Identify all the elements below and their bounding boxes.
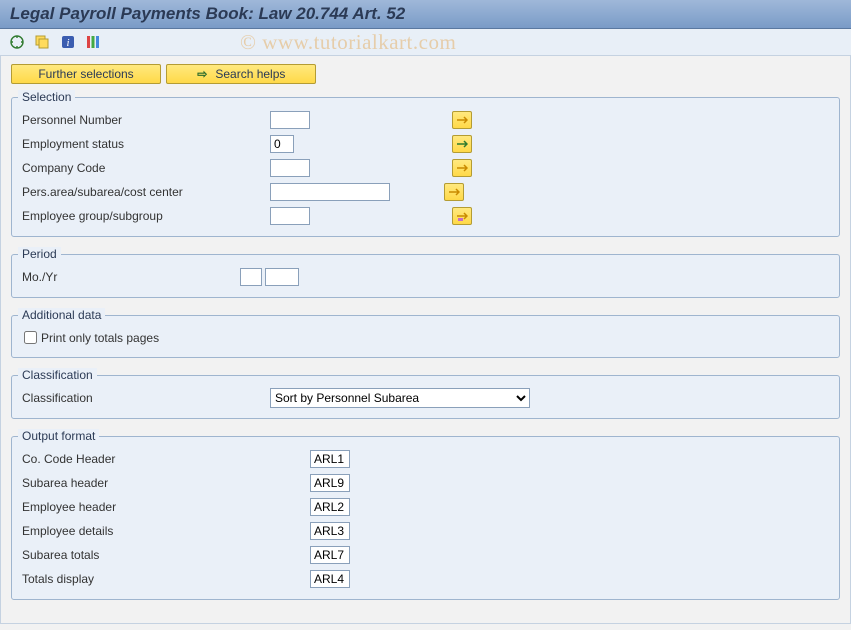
subarea-totals-input[interactable]	[310, 546, 350, 564]
field-label: Employee group/subgroup	[20, 209, 270, 223]
further-selections-button[interactable]: Further selections	[11, 64, 161, 84]
field-row-pers-area: Pers.area/subarea/cost center	[20, 180, 831, 204]
field-row-subarea-totals: Subarea totals	[20, 543, 831, 567]
field-row-moyr: Mo./Yr	[20, 265, 831, 289]
button-row: Further selections ⇨ Search helps	[11, 64, 840, 84]
group-legend: Output format	[18, 429, 99, 443]
content-area: Further selections ⇨ Search helps Select…	[0, 56, 851, 624]
execute-icon[interactable]	[8, 33, 26, 51]
field-row-employee-details: Employee details	[20, 519, 831, 543]
group-legend: Selection	[18, 90, 75, 104]
arrow-right-icon: ⇨	[197, 67, 207, 81]
output-format-group: Output format Co. Code Header Subarea he…	[11, 429, 840, 600]
field-row-employment-status: Employment status	[20, 132, 831, 156]
pers-area-input[interactable]	[270, 183, 390, 201]
field-row-co-code-header: Co. Code Header	[20, 447, 831, 471]
totals-display-input[interactable]	[310, 570, 350, 588]
subarea-header-input[interactable]	[310, 474, 350, 492]
multiple-selection-button[interactable]	[452, 207, 472, 225]
info-icon[interactable]: i	[59, 33, 77, 51]
checkbox-label: Print only totals pages	[41, 331, 159, 345]
variant-icon[interactable]	[33, 33, 51, 51]
year-input[interactable]	[265, 268, 299, 286]
button-label: Search helps	[215, 67, 285, 81]
field-row-company-code: Company Code	[20, 156, 831, 180]
multiple-selection-button[interactable]	[452, 111, 472, 129]
button-label: Further selections	[38, 67, 133, 81]
field-label: Employee header	[20, 500, 310, 514]
svg-text:i: i	[66, 37, 69, 49]
field-label: Classification	[20, 391, 270, 405]
group-legend: Classification	[18, 368, 97, 382]
group-legend: Period	[18, 247, 61, 261]
window-title: Legal Payroll Payments Book: Law 20.744 …	[10, 4, 405, 23]
field-row-totals-display: Totals display	[20, 567, 831, 591]
field-label: Mo./Yr	[20, 270, 240, 284]
employee-details-input[interactable]	[310, 522, 350, 540]
multiple-selection-button[interactable]	[452, 135, 472, 153]
selection-group: Selection Personnel Number Employment st…	[11, 90, 840, 237]
month-input[interactable]	[240, 268, 262, 286]
search-helps-button[interactable]: ⇨ Search helps	[166, 64, 316, 84]
field-label: Subarea totals	[20, 548, 310, 562]
application-toolbar: i	[0, 29, 851, 56]
employee-group-input[interactable]	[270, 207, 310, 225]
co-code-header-input[interactable]	[310, 450, 350, 468]
field-label: Pers.area/subarea/cost center	[20, 185, 270, 199]
classification-group: Classification Classification Sort by Pe…	[11, 368, 840, 419]
additional-data-group: Additional data Print only totals pages	[11, 308, 840, 358]
company-code-input[interactable]	[270, 159, 310, 177]
field-row-employee-header: Employee header	[20, 495, 831, 519]
field-row-employee-group: Employee group/subgroup	[20, 204, 831, 228]
window-title-bar: Legal Payroll Payments Book: Law 20.744 …	[0, 0, 851, 29]
column-config-icon[interactable]	[84, 33, 102, 51]
group-legend: Additional data	[18, 308, 105, 322]
period-group: Period Mo./Yr	[11, 247, 840, 298]
employment-status-input[interactable]	[270, 135, 294, 153]
print-totals-checkbox[interactable]	[24, 331, 37, 344]
checkbox-row-print-totals: Print only totals pages	[20, 326, 831, 349]
field-row-classification: Classification Sort by Personnel Subarea	[20, 386, 831, 410]
field-row-personnel-number: Personnel Number	[20, 108, 831, 132]
field-label: Company Code	[20, 161, 270, 175]
personnel-number-input[interactable]	[270, 111, 310, 129]
multiple-selection-button[interactable]	[452, 159, 472, 177]
employee-header-input[interactable]	[310, 498, 350, 516]
field-label: Subarea header	[20, 476, 310, 490]
field-label: Co. Code Header	[20, 452, 310, 466]
field-label: Personnel Number	[20, 113, 270, 127]
classification-select[interactable]: Sort by Personnel Subarea	[270, 388, 530, 408]
field-row-subarea-header: Subarea header	[20, 471, 831, 495]
field-label: Totals display	[20, 572, 310, 586]
multiple-selection-button[interactable]	[444, 183, 464, 201]
field-label: Employee details	[20, 524, 310, 538]
field-label: Employment status	[20, 137, 270, 151]
